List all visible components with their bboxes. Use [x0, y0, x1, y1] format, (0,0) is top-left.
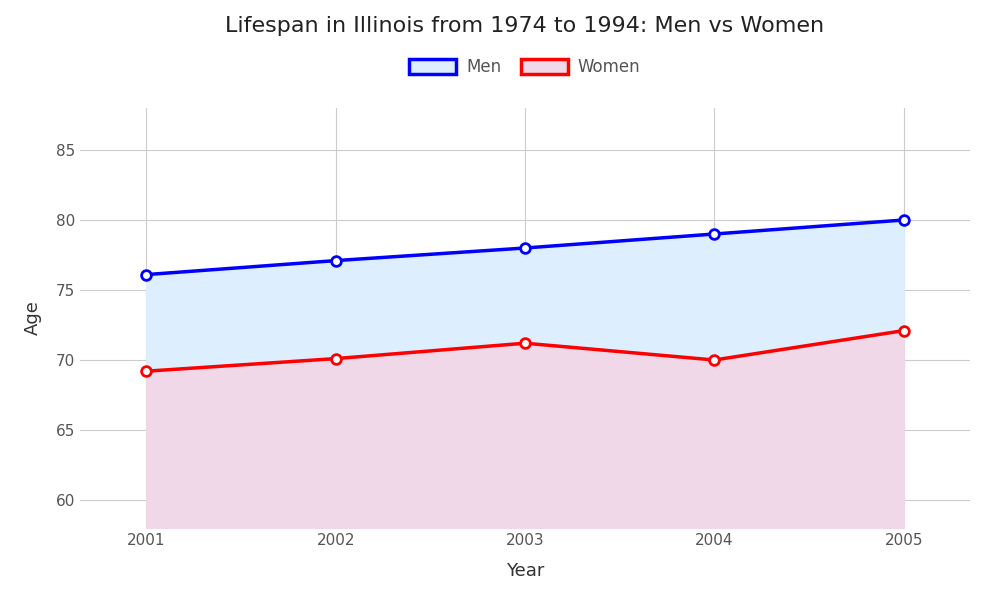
Title: Lifespan in Illinois from 1974 to 1994: Men vs Women: Lifespan in Illinois from 1974 to 1994: …	[225, 16, 825, 35]
X-axis label: Year: Year	[506, 562, 544, 580]
Y-axis label: Age: Age	[24, 301, 42, 335]
Legend: Men, Women: Men, Women	[403, 51, 647, 83]
